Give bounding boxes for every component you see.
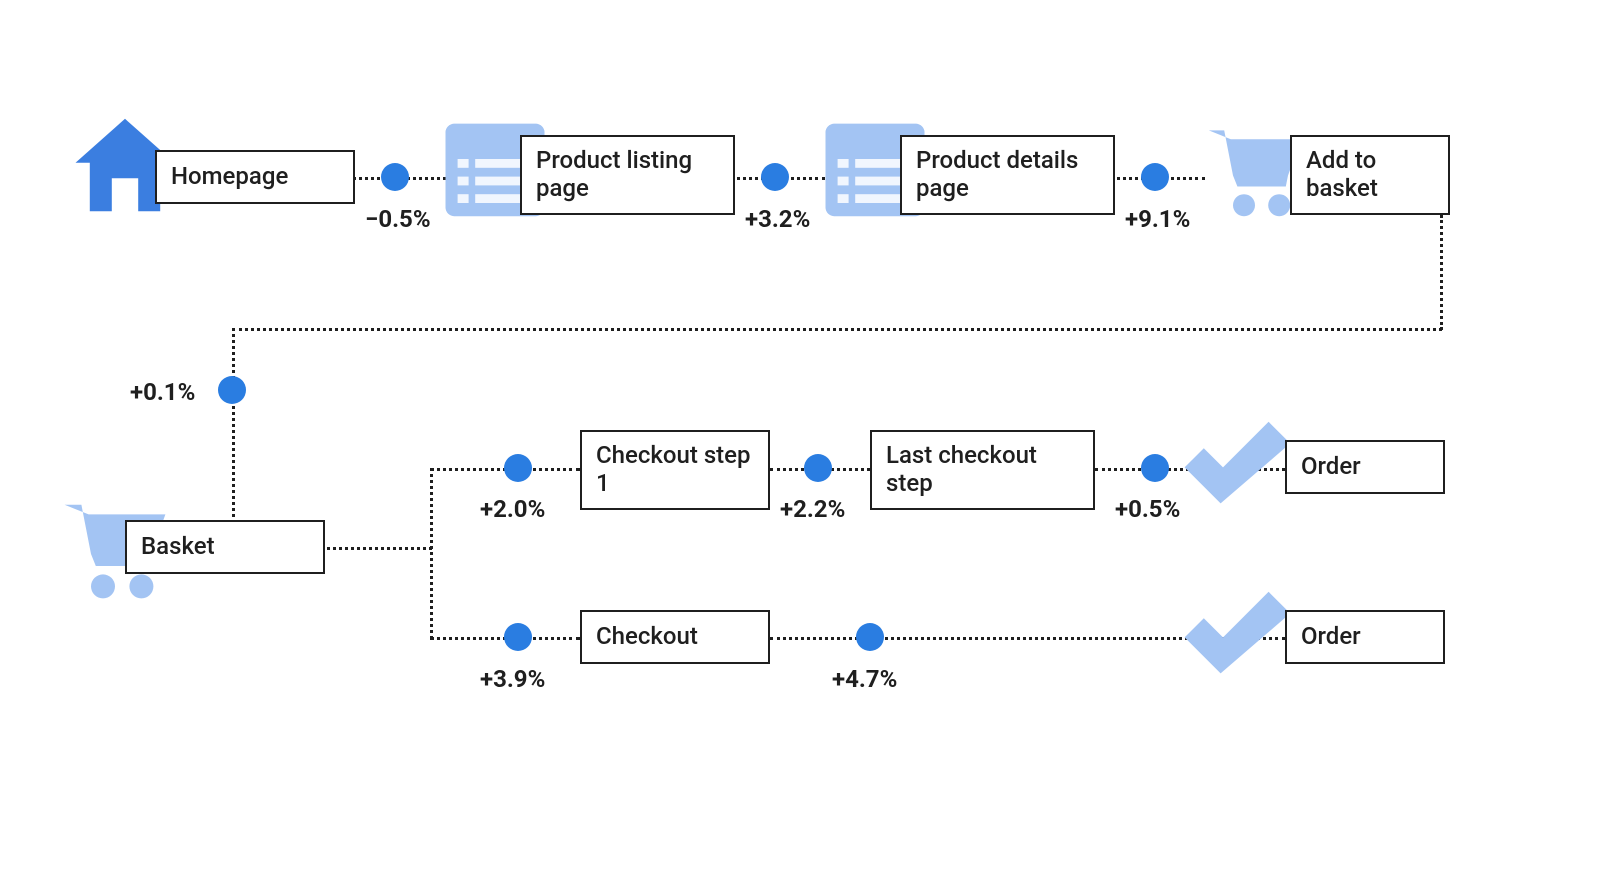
connector-value: −0.5% — [365, 205, 431, 233]
node-details: Product details page — [900, 135, 1115, 215]
connector-dot — [504, 623, 532, 651]
connector-dot — [804, 454, 832, 482]
node-label: Order — [1301, 453, 1361, 481]
node-order_bottom: Order — [1285, 610, 1445, 664]
node-label: Product listing page — [536, 147, 719, 202]
connector-line — [1440, 215, 1443, 330]
node-label: Last checkout step — [886, 442, 1079, 497]
connector-value: +0.5% — [1115, 495, 1180, 523]
connector-line — [232, 328, 235, 523]
flowchart-stage: Homepage Product listing page Product de… — [0, 0, 1601, 874]
node-order_top: Order — [1285, 440, 1445, 494]
connector-dot — [856, 623, 884, 651]
node-addtobasket: Add to basket — [1290, 135, 1450, 215]
node-label: Checkout — [596, 623, 698, 651]
node-last_checkout: Last checkout step — [870, 430, 1095, 510]
connector-dot — [218, 376, 246, 404]
node-label: Homepage — [171, 163, 288, 191]
node-homepage: Homepage — [155, 150, 355, 204]
connector-line — [430, 468, 433, 639]
connector-value: +2.2% — [780, 495, 845, 523]
node-label: Order — [1301, 623, 1361, 651]
node-listing: Product listing page — [520, 135, 735, 215]
connector-line — [232, 328, 1442, 331]
connector-dot — [761, 163, 789, 191]
connector-dot — [381, 163, 409, 191]
node-label: Add to basket — [1306, 147, 1434, 202]
connector-line — [322, 547, 432, 550]
check-icon — [1175, 575, 1295, 695]
check-icon — [1175, 405, 1295, 525]
connector-value: +0.1% — [130, 378, 195, 406]
node-label: Checkout step 1 — [596, 442, 754, 497]
node-checkout_single: Checkout — [580, 610, 770, 664]
connector-value: +3.2% — [745, 205, 810, 233]
connector-dot — [1141, 454, 1169, 482]
connector-dot — [504, 454, 532, 482]
connector-value: +2.0% — [480, 495, 545, 523]
node-checkout_step1: Checkout step 1 — [580, 430, 770, 510]
connector-value: +3.9% — [480, 665, 545, 693]
connector-dot — [1141, 163, 1169, 191]
connector-value: +9.1% — [1125, 205, 1190, 233]
node-basket: Basket — [125, 520, 325, 574]
connector-value: +4.7% — [832, 665, 897, 693]
node-label: Product details page — [916, 147, 1099, 202]
node-label: Basket — [141, 533, 215, 561]
